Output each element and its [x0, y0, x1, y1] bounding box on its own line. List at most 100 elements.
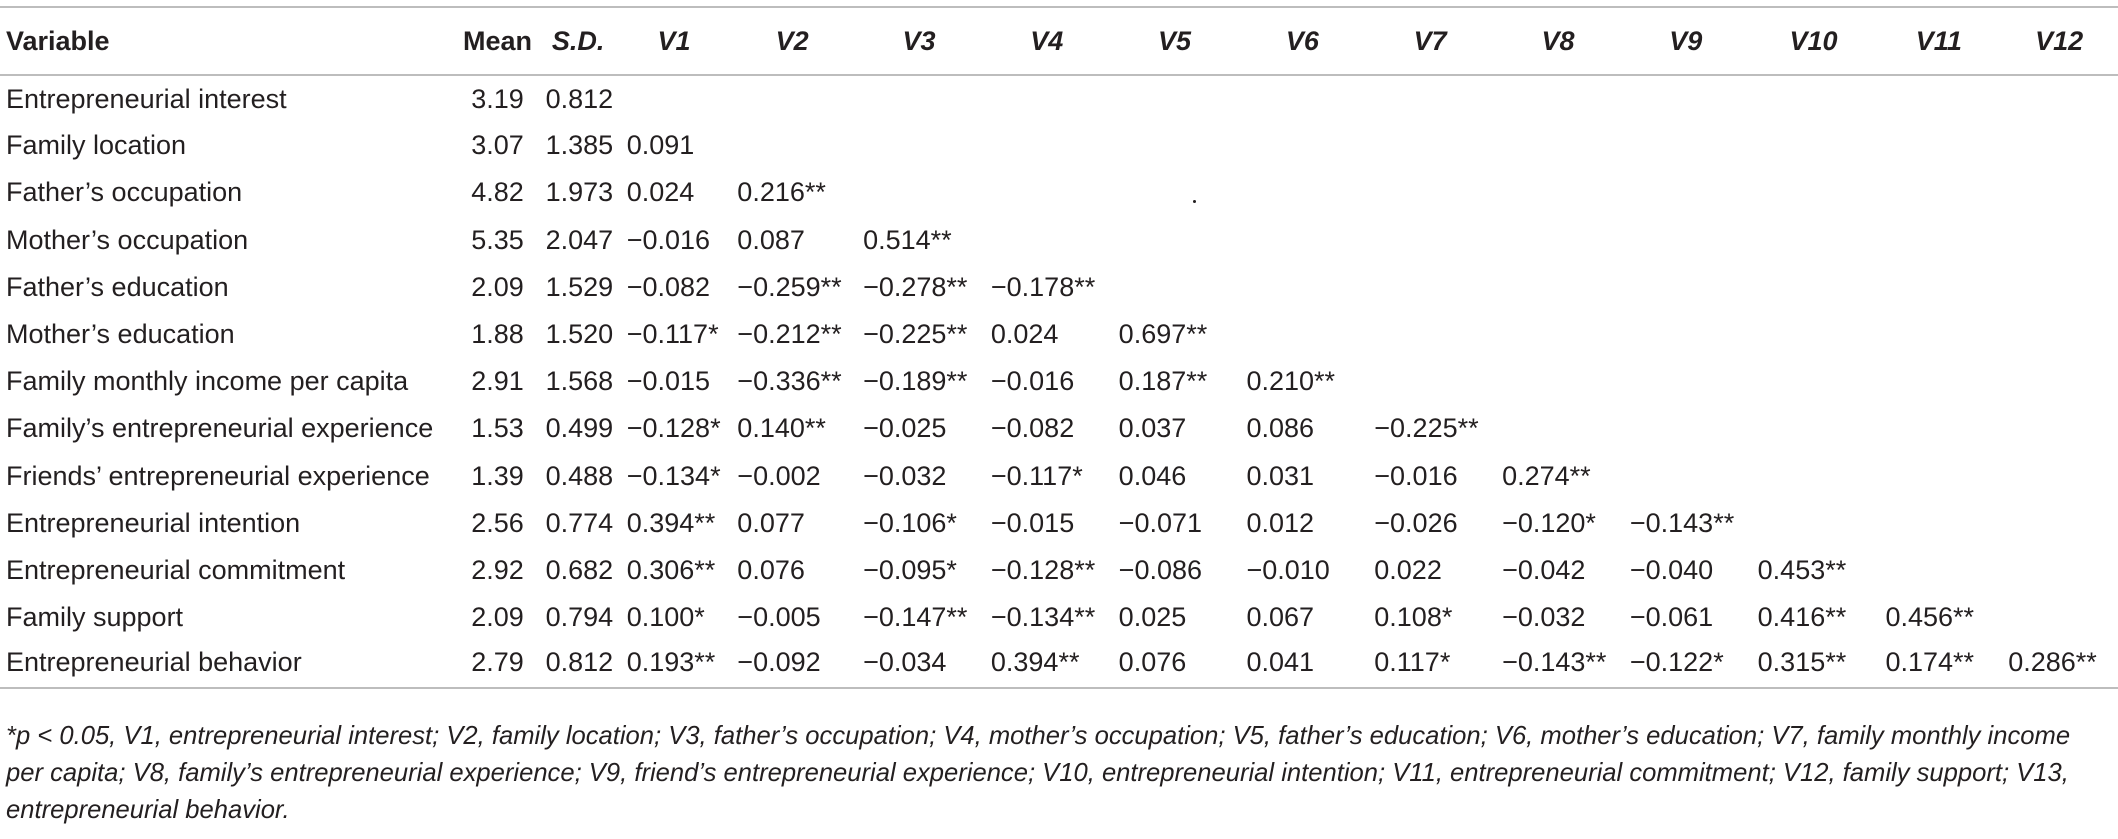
sd-cell: 2.047: [545, 224, 614, 255]
correlation-cell: −0.082: [990, 413, 1075, 444]
mean-cell: 2.09: [471, 602, 524, 633]
table-row: Father’s occupation 4.82 1.973 0.024 0.216**: [0, 169, 2118, 216]
correlation-cell: −0.278**: [863, 271, 968, 302]
correlation-cell: [1622, 169, 1750, 216]
correlation-cell: −0.128**: [990, 554, 1096, 585]
mean-cell: 1.39: [471, 460, 524, 491]
correlation-cell: 0.187**: [1118, 366, 1208, 397]
correlation-cell: −0.128*: [626, 413, 721, 444]
correlation-cell: [1750, 217, 1878, 264]
correlation-cell: [1494, 169, 1622, 216]
correlation-cell: [1238, 264, 1366, 311]
correlation-cell: [1622, 311, 1750, 358]
table-footnote: *p < 0.05, V1, entrepreneurial interest;…: [6, 722, 2071, 824]
correlation-cell: −0.212**: [737, 319, 842, 350]
correlation-cell: 0.076: [1110, 641, 1239, 690]
correlation-cell: [1622, 122, 1750, 169]
correlation-cell: [1877, 358, 2000, 405]
table-row: Mother’s education 1.88 1.520 −0.117* −0.212…: [0, 311, 2118, 358]
correlation-cell: [1366, 311, 1494, 358]
correlation-cell: [1494, 358, 1622, 405]
correlation-cell: −0.034: [855, 641, 983, 690]
correlation-cell: 0.416**: [1757, 602, 1847, 633]
correlation-cell: −0.225**: [863, 319, 968, 350]
table-row: Family support 2.09 0.794 0.100* −0.005 −0.14…: [0, 594, 2118, 641]
correlation-cell: 0.037: [1118, 413, 1187, 444]
correlation-cell: [1750, 311, 1878, 358]
correlation-cell: [1238, 311, 1366, 358]
table-row: Father’s education 2.09 1.529 −0.082 −0.259*…: [0, 264, 2118, 311]
table-row: Family monthly income per capita 2.91 1.56…: [0, 358, 2118, 405]
row-label: Entrepreneurial commitment: [6, 554, 346, 585]
correlation-cell: 0.216**: [737, 177, 826, 208]
mean-cell: 3.19: [471, 83, 524, 114]
correlation-cell: 0.031: [1246, 460, 1315, 491]
sd-cell: 0.812: [545, 83, 614, 114]
correlation-cell: −0.106*: [863, 507, 957, 538]
correlation-cell: 0.024: [626, 177, 695, 208]
correlation-cell: −0.002: [737, 460, 821, 491]
correlation-cell: [1877, 500, 2000, 547]
correlation-cell: [1494, 75, 1622, 122]
correlation-cell: [2000, 75, 2118, 122]
table-body: Entrepreneurial interest 3.19 0.812 Family …: [0, 75, 2118, 690]
correlation-cell: [2000, 594, 2118, 641]
correlation-cell: 0.100*: [626, 602, 705, 633]
correlation-cell: [1494, 122, 1622, 169]
mean-cell: 2.56: [471, 507, 524, 538]
correlation-cell: [1366, 217, 1494, 264]
correlation-cell: −0.143**: [1629, 507, 1735, 538]
correlation-cell: −0.143**: [1494, 641, 1622, 690]
correlation-cell: [1238, 217, 1366, 264]
correlation-cell: [2000, 217, 2118, 264]
correlation-cell: [1750, 169, 1878, 216]
correlation-cell: 0.514**: [863, 224, 952, 255]
sd-cell: 0.499: [545, 413, 614, 444]
correlation-cell: [1111, 264, 1239, 311]
correlation-cell: 0.286**: [2000, 641, 2118, 690]
correlation-cell: −0.122*: [1621, 641, 1750, 690]
correlation-cell: [1494, 405, 1622, 452]
correlation-cell: −0.092: [729, 641, 856, 690]
correlation-cell: [1366, 358, 1494, 405]
correlation-cell: [983, 122, 1111, 169]
mean-cell: 3.07: [471, 130, 524, 161]
sd-cell: 0.682: [545, 554, 614, 585]
correlation-cell: [855, 75, 983, 122]
correlation-cell: [729, 75, 855, 122]
correlation-cell: −0.134*: [626, 460, 721, 491]
table-row: Mother’s occupation 5.35 2.047 −0.016 0.087 0…: [0, 217, 2118, 264]
row-label: Family support: [6, 602, 184, 633]
correlation-cell: [983, 169, 1111, 216]
correlation-cell: [1750, 75, 1878, 122]
correlation-cell: [2000, 311, 2118, 358]
correlation-cell: [2000, 453, 2118, 500]
correlation-cell: 0.041: [1238, 641, 1367, 690]
correlation-cell: −0.117*: [990, 460, 1083, 491]
row-label: Entrepreneurial behavior: [0, 641, 458, 690]
correlation-cell: [1877, 264, 2000, 311]
correlation-cell: [1622, 453, 1750, 500]
correlation-cell: [983, 217, 1111, 264]
correlation-cell: −0.147**: [863, 602, 968, 633]
mean-cell: 2.91: [471, 366, 524, 397]
correlation-cell: 0.274**: [1502, 460, 1591, 491]
mean-cell: 1.53: [471, 413, 524, 444]
header-mean: Mean: [457, 6, 538, 76]
correlation-cell: [2000, 405, 2118, 452]
correlation-cell: 0.394**: [982, 641, 1111, 690]
correlation-cell: [1750, 453, 1878, 500]
row-label: Mother’s occupation: [6, 224, 249, 255]
correlation-cell: −0.120*: [1502, 507, 1596, 538]
correlation-cell: 0.046: [1118, 460, 1187, 491]
correlation-cell: −0.086: [1118, 554, 1203, 585]
correlation-cell: [1877, 217, 2000, 264]
row-label: Friends’ entrepreneurial experience: [6, 460, 430, 491]
correlation-cell: 0.174**: [1877, 641, 2001, 690]
correlation-cell: [729, 122, 855, 169]
mean-cell: 2.79: [457, 641, 538, 690]
row-label: Family monthly income per capita: [6, 366, 409, 397]
correlation-cell: [1111, 217, 1239, 264]
correlation-cell: 0.091: [626, 130, 695, 161]
